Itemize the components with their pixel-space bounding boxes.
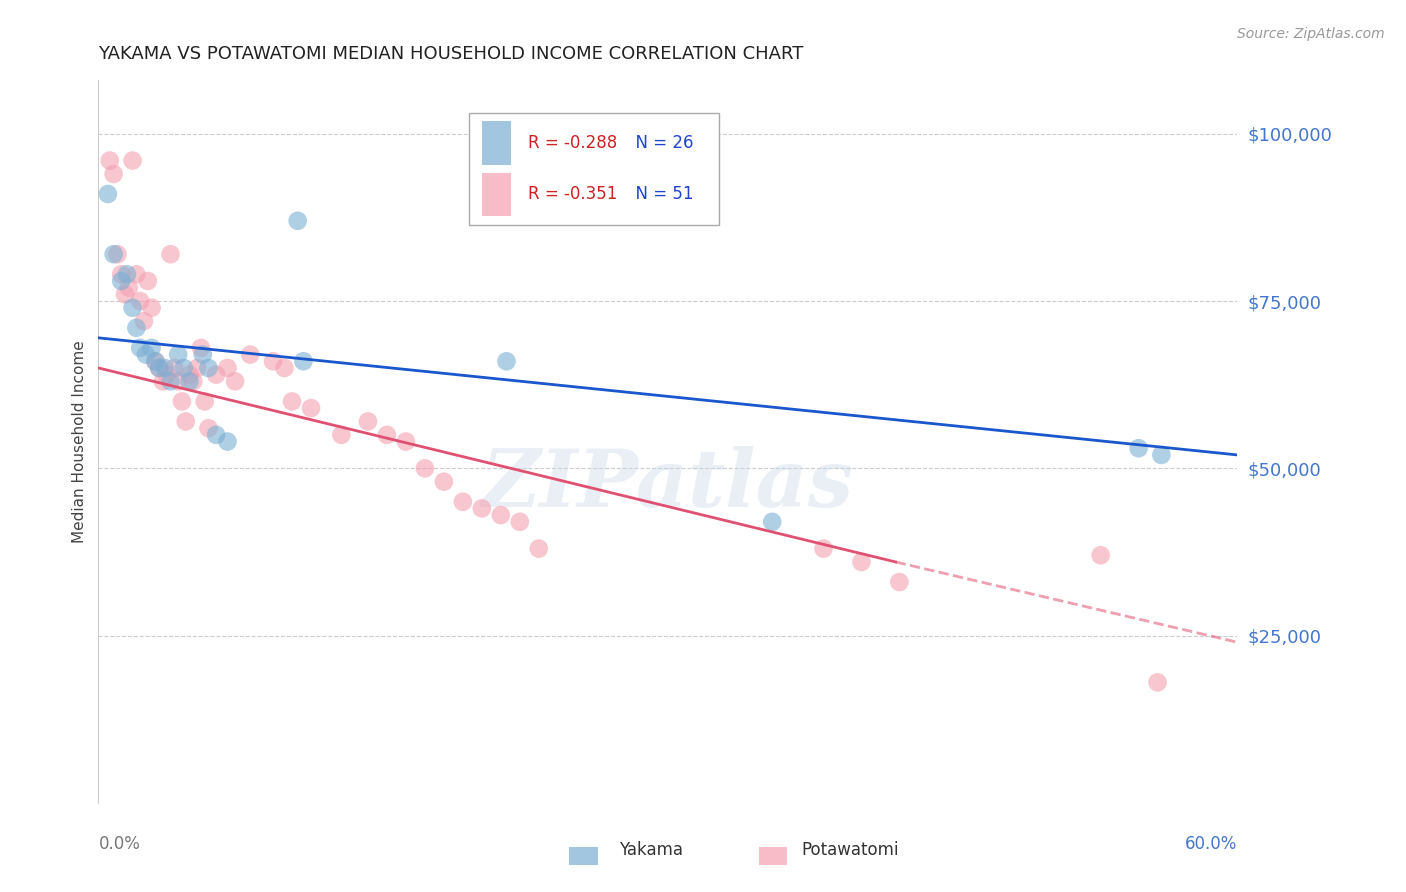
Point: [141, 341, 163, 355]
Point: [136, 274, 159, 288]
Point: [375, 427, 398, 442]
Point: [129, 341, 152, 355]
Point: [813, 541, 835, 556]
Point: [179, 368, 201, 382]
Point: [451, 494, 474, 508]
Point: [489, 508, 512, 523]
Point: [239, 348, 262, 362]
Point: [273, 361, 295, 376]
Point: [183, 375, 205, 389]
Point: [148, 361, 170, 376]
Point: [1090, 548, 1112, 563]
Point: [217, 361, 239, 376]
Point: [471, 501, 494, 516]
Point: [395, 434, 418, 449]
Point: [889, 575, 911, 590]
Y-axis label: Median Household Income: Median Household Income: [72, 340, 87, 543]
Point: [152, 375, 174, 389]
Point: [103, 247, 125, 261]
Point: [97, 187, 120, 202]
Point: [190, 341, 212, 355]
Point: [159, 247, 181, 261]
Text: 60.0%: 60.0%: [1185, 835, 1237, 854]
Point: [153, 361, 176, 376]
Point: [107, 247, 129, 261]
Point: [170, 394, 193, 409]
Point: [413, 461, 436, 475]
Text: Yakama: Yakama: [619, 840, 683, 858]
Point: [167, 348, 190, 362]
Point: [114, 287, 136, 301]
Point: [159, 375, 181, 389]
Point: [179, 375, 201, 389]
Point: [191, 348, 214, 362]
Text: R = -0.351: R = -0.351: [527, 186, 617, 203]
Point: [292, 354, 315, 368]
Point: [217, 434, 239, 449]
Point: [433, 475, 456, 489]
Point: [135, 348, 157, 362]
Point: [110, 268, 132, 282]
Point: [125, 268, 148, 282]
Point: [1150, 448, 1173, 462]
Point: [205, 368, 228, 382]
Text: R = -0.288: R = -0.288: [527, 134, 617, 153]
Point: [761, 515, 783, 529]
Text: N = 51: N = 51: [624, 186, 693, 203]
Point: [125, 320, 148, 334]
Point: [299, 401, 322, 416]
Point: [527, 541, 550, 556]
Point: [98, 153, 121, 168]
Point: [205, 427, 228, 442]
Point: [186, 361, 208, 376]
Point: [262, 354, 284, 368]
Point: [330, 427, 353, 442]
Point: [121, 153, 143, 168]
Point: [145, 354, 167, 368]
Point: [173, 361, 195, 376]
Point: [156, 368, 179, 382]
Point: [495, 354, 517, 368]
Text: 0.0%: 0.0%: [98, 835, 141, 854]
Text: Source: ZipAtlas.com: Source: ZipAtlas.com: [1237, 27, 1385, 41]
Point: [148, 361, 170, 376]
Point: [851, 555, 873, 569]
Text: N = 26: N = 26: [624, 134, 693, 153]
Point: [174, 414, 197, 428]
Point: [281, 394, 304, 409]
Point: [118, 281, 141, 295]
Point: [115, 268, 138, 282]
Point: [1128, 441, 1150, 455]
Point: [167, 375, 190, 389]
Point: [110, 274, 132, 288]
Point: [1146, 675, 1168, 690]
Text: ZIPatlas: ZIPatlas: [482, 446, 853, 524]
Point: [129, 293, 152, 308]
Point: [197, 421, 219, 435]
Point: [132, 314, 155, 328]
Text: YAKAMA VS POTAWATOMI MEDIAN HOUSEHOLD INCOME CORRELATION CHART: YAKAMA VS POTAWATOMI MEDIAN HOUSEHOLD IN…: [98, 45, 804, 63]
Point: [145, 354, 167, 368]
FancyBboxPatch shape: [482, 121, 510, 165]
Point: [287, 213, 309, 227]
Point: [509, 515, 531, 529]
Text: Potawatomi: Potawatomi: [801, 840, 898, 858]
FancyBboxPatch shape: [482, 173, 510, 216]
Point: [224, 375, 246, 389]
Point: [197, 361, 219, 376]
FancyBboxPatch shape: [468, 112, 718, 225]
Point: [103, 167, 125, 181]
Point: [163, 361, 186, 376]
Point: [194, 394, 217, 409]
Point: [357, 414, 380, 428]
Point: [121, 301, 143, 315]
Point: [141, 301, 163, 315]
